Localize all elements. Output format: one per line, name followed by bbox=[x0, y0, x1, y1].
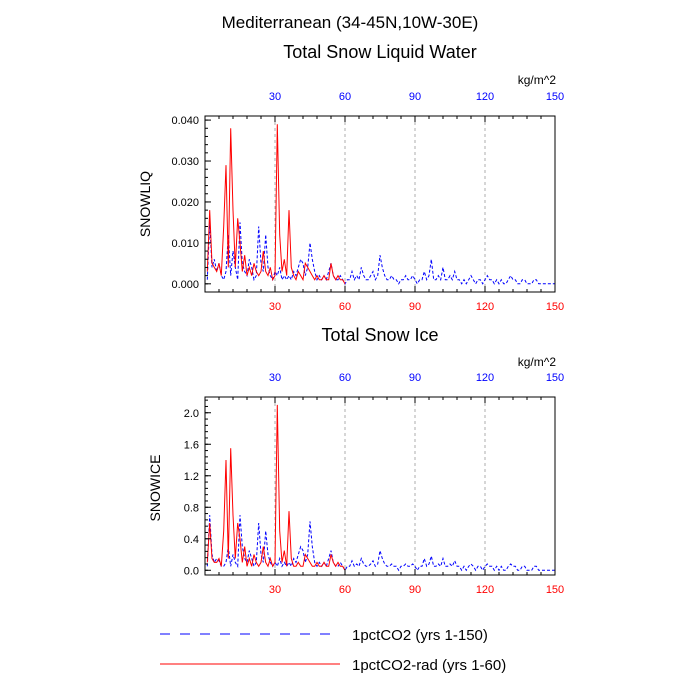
x-tick-label-top: 150 bbox=[546, 372, 564, 384]
plot-area: 0.0 0.4 0.8 1.2 1.6 2.0 30 30 60 60 90 90 120 120 150 1… bbox=[184, 372, 564, 596]
plot-area: 0.000 0.010 0.020 0.030 0.040 30 30 60 60 90 90 120… bbox=[171, 91, 564, 313]
y-axis-label: SNOWICE bbox=[147, 455, 163, 522]
units-label: kg/m^2 bbox=[518, 73, 557, 87]
y-tick-label: 0.020 bbox=[171, 197, 199, 209]
y-axis-label: SNOWLIQ bbox=[137, 171, 153, 237]
series-line-1pctco2 bbox=[206, 222, 555, 285]
x-tick-label-bottom: 150 bbox=[546, 301, 564, 313]
plot-frame bbox=[204, 396, 556, 576]
panel-title: Total Snow Ice bbox=[321, 325, 438, 345]
y-tick-label: 0.8 bbox=[184, 502, 199, 514]
legend-label-series-a: 1pctCO2 (yrs 1-150) bbox=[352, 627, 488, 644]
x-tick-label-bottom: 90 bbox=[409, 301, 421, 313]
panel-snowliq: Total Snow Liquid Water kg/m^2 SNOWLIQ 0… bbox=[137, 42, 564, 313]
x-tick-label-bottom: 90 bbox=[409, 584, 421, 596]
x-tick-label-bottom: 30 bbox=[269, 584, 281, 596]
x-tick-label-top: 60 bbox=[339, 372, 351, 384]
series-line-1pctco2-rad bbox=[206, 404, 346, 571]
x-tick-label-top: 120 bbox=[476, 372, 494, 384]
x-tick-label-top: 30 bbox=[269, 372, 281, 384]
x-tick-label-top: 150 bbox=[546, 91, 564, 103]
x-tick-label-top: 30 bbox=[269, 91, 281, 103]
x-tick-label-bottom: 30 bbox=[269, 301, 281, 313]
x-tick-label-bottom: 60 bbox=[339, 301, 351, 313]
x-tick-label-bottom: 60 bbox=[339, 584, 351, 596]
plot-frame bbox=[204, 115, 556, 293]
series-line-1pctco2-rad bbox=[206, 124, 346, 285]
y-tick-label: 0.000 bbox=[171, 279, 199, 291]
legend-label-series-b: 1pctCO2-rad (yrs 1-60) bbox=[352, 657, 506, 674]
y-tick-label: 0.030 bbox=[171, 156, 199, 168]
y-tick-label: 1.6 bbox=[184, 439, 199, 451]
x-tick-label-top: 60 bbox=[339, 91, 351, 103]
x-tick-label-top: 90 bbox=[409, 91, 421, 103]
x-tick-label-top: 120 bbox=[476, 91, 494, 103]
x-tick-label-bottom: 150 bbox=[546, 584, 564, 596]
legend: 1pctCO2 (yrs 1-150) 1pctCO2-rad (yrs 1-6… bbox=[160, 627, 506, 674]
units-label: kg/m^2 bbox=[518, 355, 557, 369]
y-tick-label: 0.010 bbox=[171, 238, 199, 250]
y-tick-label: 0.0 bbox=[184, 565, 199, 577]
suptitle: Mediterranean (34-45N,10W-30E) bbox=[222, 13, 479, 32]
series-line-1pctco2 bbox=[206, 515, 555, 572]
y-tick-label: 1.2 bbox=[184, 471, 199, 483]
y-tick-label: 0.4 bbox=[184, 534, 199, 546]
y-tick-label: 2.0 bbox=[184, 408, 199, 420]
x-tick-label-bottom: 120 bbox=[476, 301, 494, 313]
x-tick-label-bottom: 120 bbox=[476, 584, 494, 596]
y-tick-label: 0.040 bbox=[171, 115, 199, 127]
x-tick-label-top: 90 bbox=[409, 372, 421, 384]
panel-title: Total Snow Liquid Water bbox=[283, 42, 476, 62]
panel-snowice: Total Snow Ice kg/m^2 SNOWICE 0.0 0.4 0.8 1… bbox=[147, 325, 564, 596]
